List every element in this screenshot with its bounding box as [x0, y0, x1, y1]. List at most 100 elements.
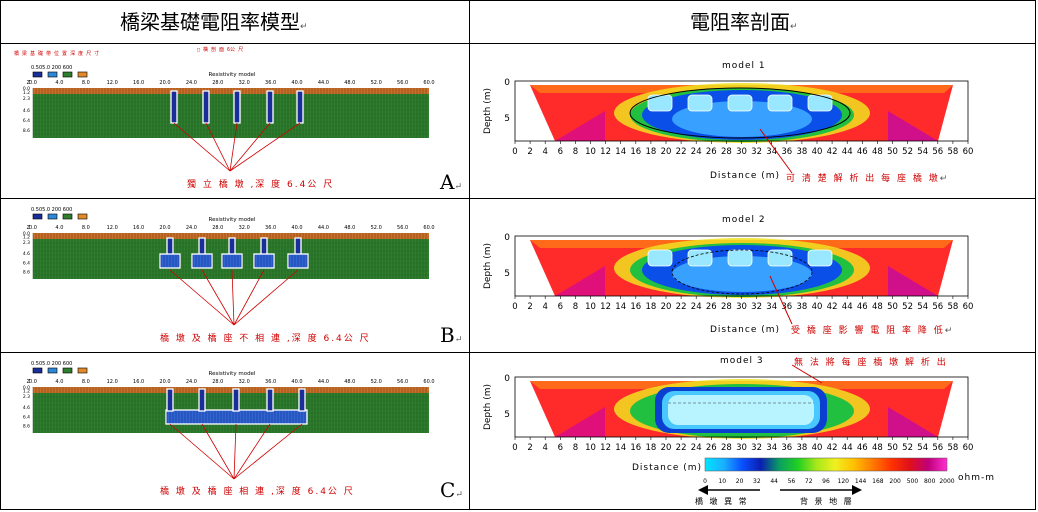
annotation-1: 可 清 楚 解 析 出 每 座 橋 墩↵ [786, 174, 950, 184]
depth-tick-label: 8.6 [23, 424, 30, 430]
x-tick-label: 44.0 [318, 225, 329, 231]
column-divider [469, 0, 470, 510]
x-tick-label: 0 [512, 147, 517, 157]
legend-swatch [32, 213, 43, 220]
x-tick-label: 44 [842, 443, 853, 453]
leader-line [201, 423, 235, 480]
legend-swatch [77, 71, 88, 78]
x-tick-label: 6 [558, 302, 563, 312]
x-tick-label: 36 [781, 443, 792, 453]
pier [166, 237, 174, 256]
x-tick-label: 10 [585, 443, 596, 453]
leader-line [169, 423, 235, 480]
model-title: Resistivity model [209, 72, 256, 78]
panel-letter-a: A↵ [440, 170, 462, 194]
x-tick-label: 38 [796, 302, 807, 312]
xlabel-1: Distance (m) [710, 171, 781, 181]
panel-letter-c: C↵ [440, 478, 463, 502]
x-tick-label: 58 [947, 147, 958, 157]
colorbar-tick: 20 [736, 478, 744, 485]
x-tick-label: 20.0 [159, 225, 170, 231]
x-tick-label: 42 [827, 147, 838, 157]
colorbar-tick: 0 [703, 478, 707, 485]
x-tick-label: 8 [573, 302, 578, 312]
depth-tick-label: 4.6 [23, 251, 30, 257]
legend-swatch [77, 213, 88, 220]
x-tick-label: 16.0 [133, 225, 144, 231]
row-divider [0, 352, 1036, 353]
pier [266, 388, 274, 412]
x-tick-label: 48 [872, 147, 883, 157]
x-tick-label: 26 [706, 443, 717, 453]
pier-anomaly [767, 249, 793, 267]
leader-line [169, 269, 235, 326]
x-tick-label: 26 [706, 147, 717, 157]
x-tick-label: 0.0 [29, 379, 37, 385]
pier-anomaly [647, 249, 673, 267]
colorbar-tick: 120 [838, 478, 850, 485]
depth-tick-label: 8.6 [23, 128, 30, 134]
x-tick-label: 14 [615, 443, 626, 453]
x-tick-label: 12 [600, 147, 611, 157]
colorbar [704, 457, 948, 472]
colorbar-unit: ohm-m [958, 473, 995, 483]
model-note: 橋 梁 基 礎 帶 位 置 深 度 尺 寸 [14, 51, 100, 57]
x-tick-label: 24.0 [186, 225, 197, 231]
x-tick-label: 16 [630, 302, 641, 312]
pier [170, 90, 178, 124]
legend-swatch [47, 367, 58, 374]
depth-tick-label: 4.6 [23, 405, 30, 411]
leader-line [229, 122, 301, 172]
x-tick-label: 56.0 [397, 80, 408, 86]
x-tick-label: 48.0 [344, 379, 355, 385]
x-tick-label: 28 [721, 443, 732, 453]
edge-band [888, 407, 938, 437]
arrow-label-right: 背 景 地 層 [800, 497, 854, 506]
colorbar-tick: 800 [924, 478, 936, 485]
merged-anomaly-core [668, 395, 814, 425]
x-tick-label: 54 [917, 147, 928, 157]
pier [298, 388, 306, 412]
x-tick-label: 60 [963, 443, 974, 453]
x-tick-label: 44 [842, 147, 853, 157]
x-tick-label: 28 [721, 147, 732, 157]
resistivity-models: 0.505.0 200 600 Resistivity model 0.0 4.0 8.… [23, 65, 435, 480]
x-tick-label: 20 [661, 302, 672, 312]
x-tick-label: 58 [947, 443, 958, 453]
leader-line [231, 269, 235, 326]
row-divider [0, 43, 1036, 44]
legend-swatch [62, 367, 73, 374]
pier-anomaly [727, 94, 753, 112]
x-tick-label: 18 [645, 302, 656, 312]
y-tick-label: 5 [504, 114, 510, 124]
x-tick-label: 4.0 [55, 80, 63, 86]
colorbar-tick: 168 [872, 478, 884, 485]
x-tick-label: 36.0 [265, 379, 276, 385]
legend-values: 0.505.0 200 600 [31, 65, 72, 71]
x-tick-label: 36 [781, 147, 792, 157]
xlabel-2: Distance (m) [710, 325, 781, 335]
x-tick-label: 6 [558, 443, 563, 453]
x-tick-label: 52.0 [371, 80, 382, 86]
leader-line [229, 122, 238, 172]
x-tick-label: 42 [827, 443, 838, 453]
depth-tick-label: 6.4 [23, 118, 30, 124]
x-tick-label: 24 [691, 302, 702, 312]
x-tick-label: 20.0 [159, 379, 170, 385]
legend-swatch [32, 71, 43, 78]
y-axis-label: Depth (m) [483, 243, 493, 289]
depth-tick-label: 6.4 [23, 414, 30, 420]
pile-cap [165, 409, 308, 425]
depth-tick-label: 6.4 [23, 260, 30, 266]
x-tick-label: 56.0 [397, 225, 408, 231]
pier [198, 237, 206, 256]
x-tick-label: 48 [872, 443, 883, 453]
leader-line [229, 122, 271, 172]
depth-tick-label: 1.2 [23, 90, 30, 96]
x-tick-label: 22 [676, 302, 687, 312]
y-axis-label: Depth (m) [483, 384, 493, 430]
pier-anomaly [807, 94, 833, 112]
x-tick-label: 52 [902, 443, 913, 453]
